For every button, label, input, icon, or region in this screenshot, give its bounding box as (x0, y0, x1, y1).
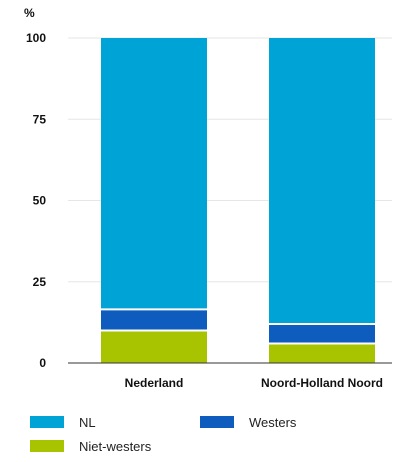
x-tick-label: Noord-Holland Noord (261, 376, 383, 390)
legend-label: Westers (249, 415, 297, 430)
legend: NL Westers Niet-westers (30, 415, 297, 454)
y-tick-label: 0 (39, 356, 46, 370)
bar-segment-westers (269, 325, 375, 343)
bars (101, 38, 375, 363)
bar-segment-westers (101, 310, 207, 330)
legend-label: Niet-westers (79, 439, 152, 454)
y-tick-label: 75 (33, 112, 47, 126)
y-tick-label: 50 (33, 194, 47, 208)
y-tick-label: 100 (26, 31, 46, 45)
bar-segment-niet-westers (269, 344, 375, 363)
legend-swatch-niet-westers (30, 440, 64, 452)
x-tick-label: Nederland (125, 376, 184, 390)
bar-segment-nl (101, 38, 207, 309)
bar-segment-niet-westers (101, 331, 207, 363)
y-tick-label: 25 (33, 275, 47, 289)
legend-label: NL (79, 415, 96, 430)
bar-segment-nl (269, 38, 375, 323)
axes: 0 25 50 75 100% Nederland Noord-Holland Noord (24, 6, 392, 390)
y-axis-label: % (24, 6, 35, 20)
legend-swatch-nl (30, 416, 64, 428)
legend-swatch-westers (200, 416, 234, 428)
